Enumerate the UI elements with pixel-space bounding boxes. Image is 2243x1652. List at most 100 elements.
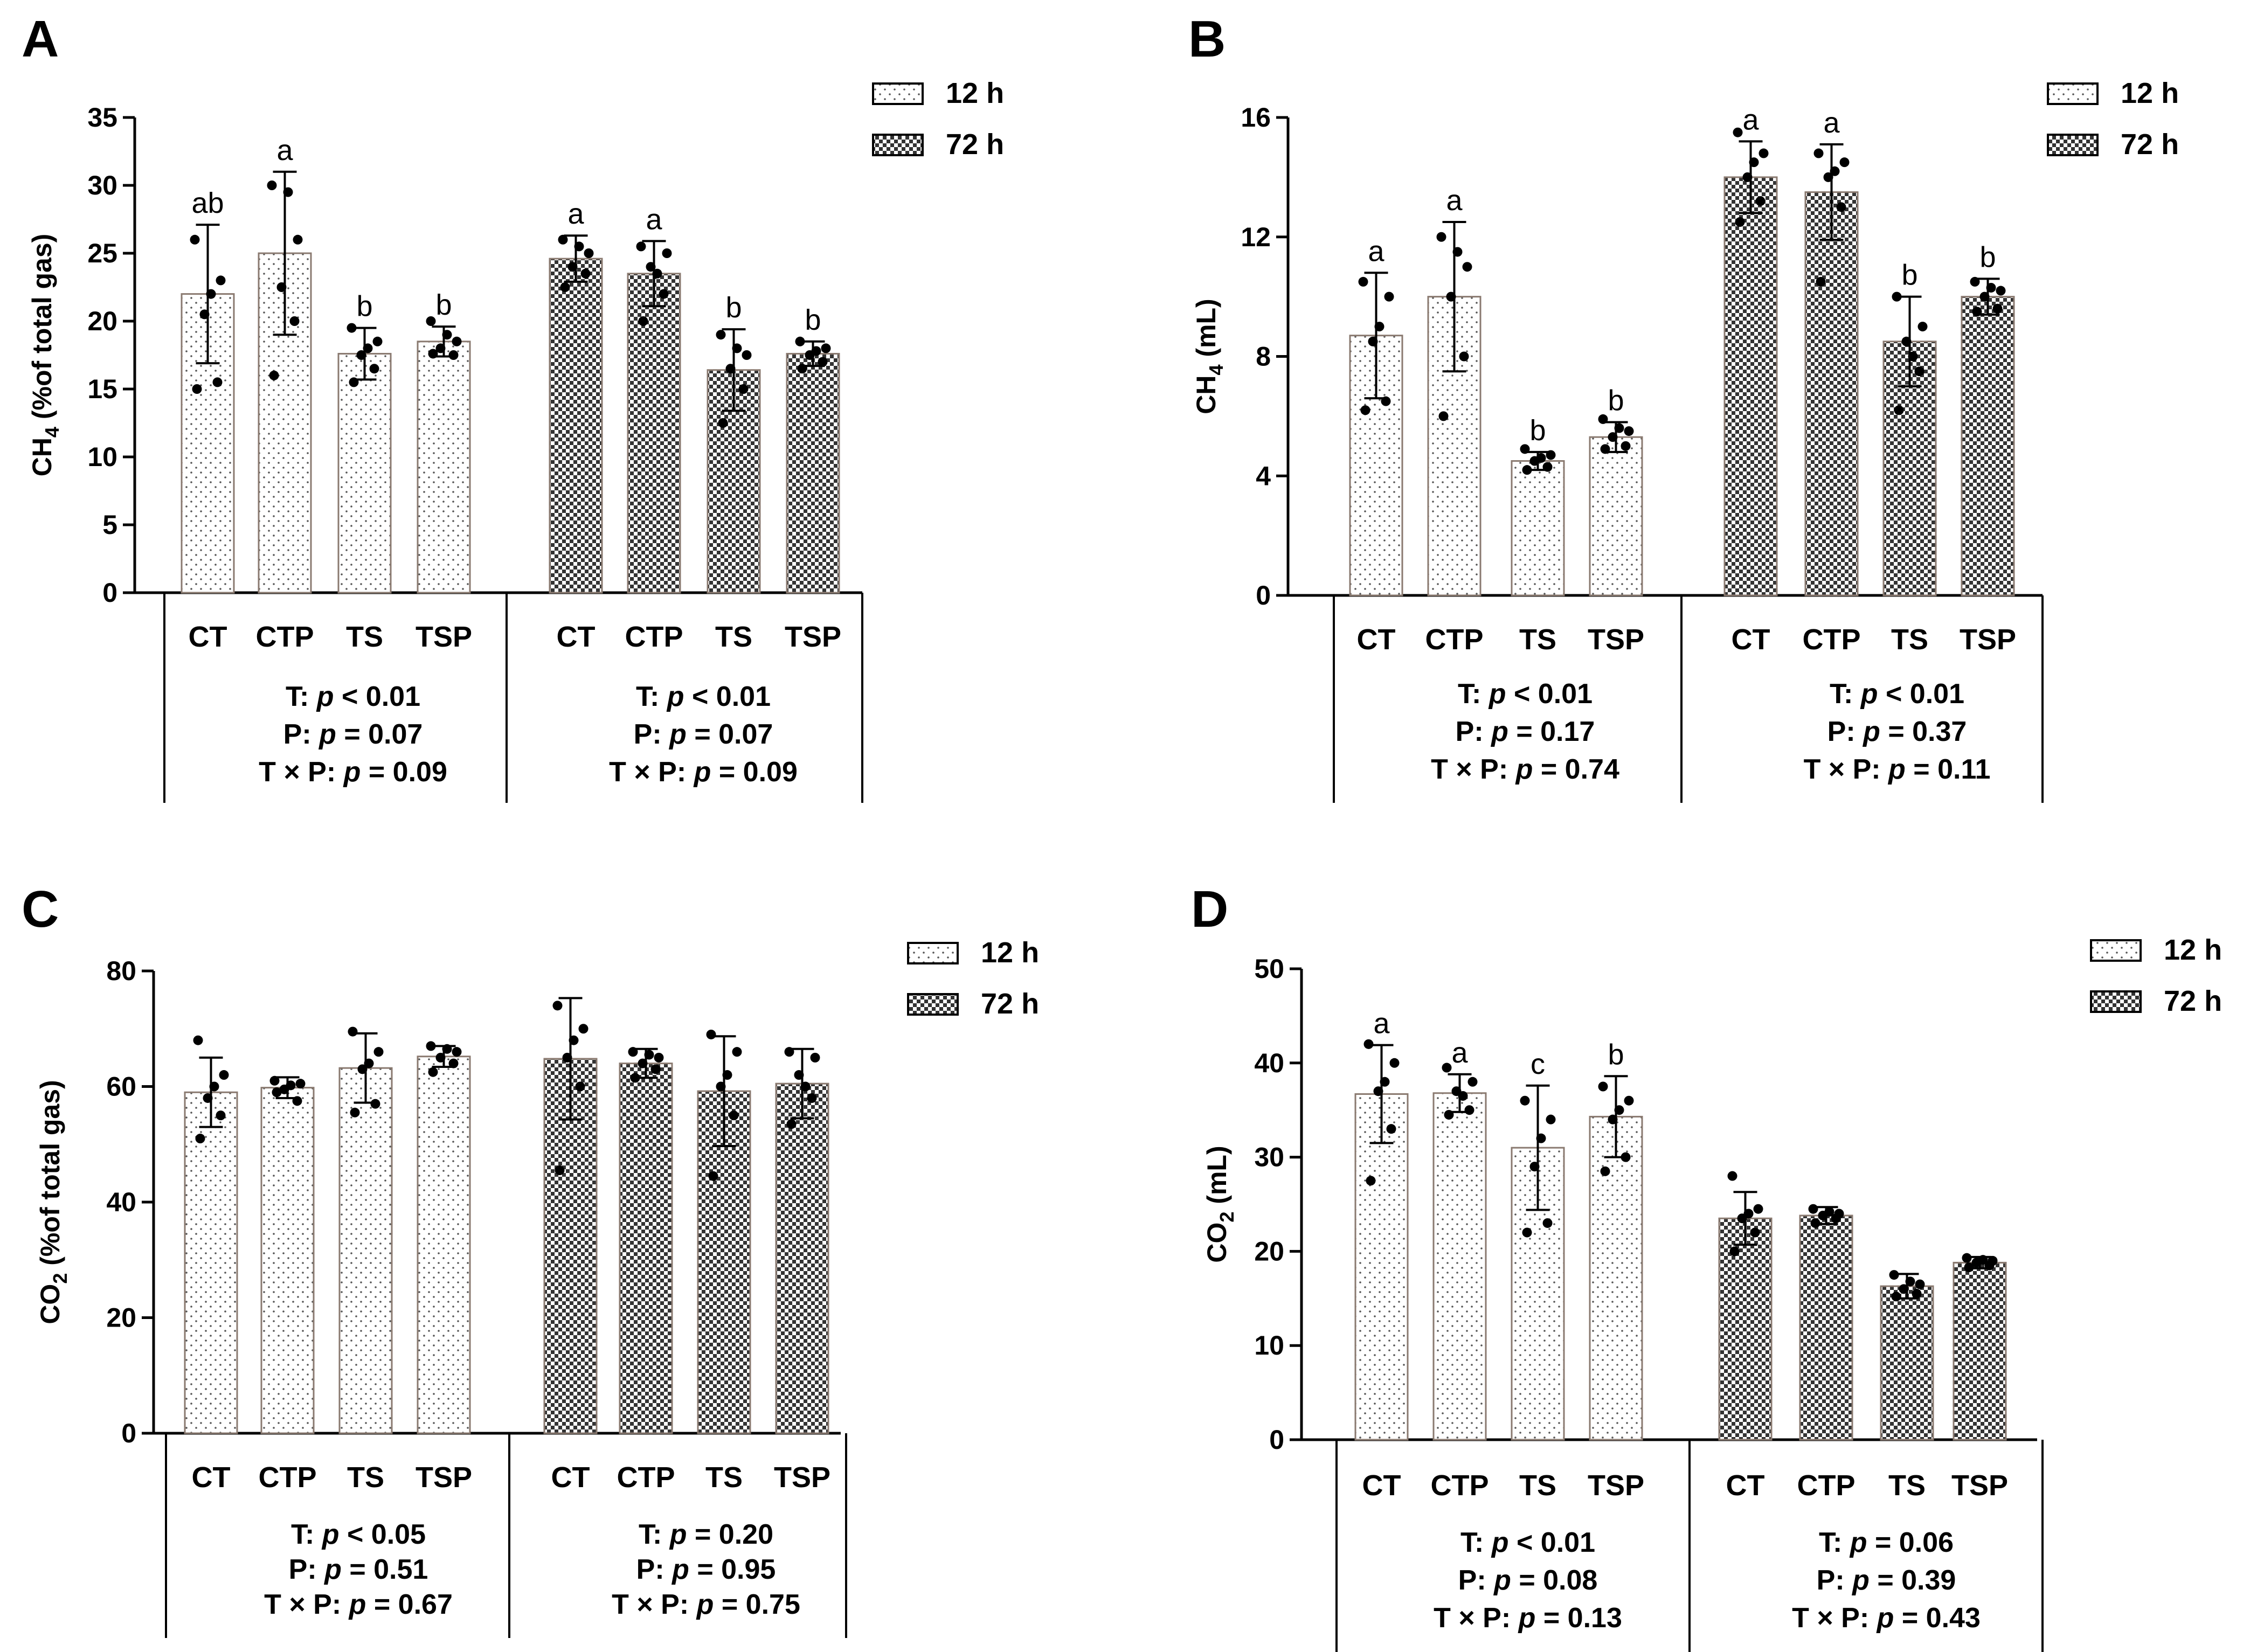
bar-12h-TSP	[1589, 1115, 1643, 1441]
stat-p: p	[1876, 1602, 1894, 1634]
data-point	[1729, 1246, 1740, 1257]
stat-line: P: p = 0.95	[636, 1554, 776, 1585]
stat-p: p	[323, 1554, 342, 1585]
data-point	[1520, 444, 1530, 454]
data-point	[1452, 247, 1463, 257]
data-point	[1624, 426, 1634, 436]
data-point	[1464, 1105, 1474, 1115]
data-point	[1978, 1255, 1988, 1265]
data-point	[1373, 1086, 1383, 1096]
data-point	[219, 1070, 229, 1080]
stat-factor: P:	[289, 1554, 324, 1585]
category-label: TS	[347, 1461, 384, 1494]
stat-p: p	[671, 1554, 689, 1585]
y-tick-label: 50	[1254, 954, 1284, 984]
data-point	[1384, 291, 1394, 302]
bar-72h-TS	[1880, 1285, 1934, 1441]
data-point	[807, 1093, 817, 1103]
data-point	[708, 1171, 718, 1181]
data-point	[428, 1067, 438, 1077]
data-point	[1992, 303, 2003, 314]
y-tick-label: 15	[87, 374, 117, 404]
bar-12h-CT	[1354, 1093, 1409, 1441]
bar-72h-CTP	[1804, 191, 1859, 596]
category-label: TS	[346, 621, 383, 653]
data-point	[1824, 1206, 1834, 1217]
stat-line: T × P: p = 0.67	[264, 1589, 453, 1620]
data-point	[448, 350, 459, 360]
data-point	[1467, 1077, 1478, 1087]
data-point	[286, 1080, 296, 1091]
significance-letter: b	[1979, 241, 1996, 273]
data-point	[1458, 1091, 1468, 1101]
stat-value: = 0.11	[1906, 754, 1991, 785]
data-point	[269, 1075, 280, 1086]
bar-12h-CT	[184, 1091, 238, 1434]
data-point	[1964, 1262, 1974, 1273]
category-label: CT	[557, 621, 596, 653]
data-point	[1462, 262, 1472, 272]
stat-line: P: p = 0.51	[289, 1554, 428, 1585]
significance-letter: b	[805, 304, 821, 336]
data-point	[654, 1052, 664, 1063]
category-label: CT	[551, 1461, 590, 1494]
data-point	[1810, 1218, 1820, 1228]
y-tick-label: 30	[87, 170, 117, 200]
stat-factor: T:	[1830, 678, 1861, 710]
data-point	[1598, 1081, 1608, 1092]
data-point	[347, 323, 357, 333]
stat-line: T: p < 0.01	[1460, 1527, 1595, 1558]
y-axis-label-rest: (%of total gas)	[35, 1080, 65, 1273]
stat-line: P: p = 0.39	[1817, 1565, 1956, 1596]
stat-value: = 0.37	[1880, 716, 1967, 747]
significance-letter: a	[1823, 107, 1840, 139]
category-label: TSP	[1588, 1469, 1644, 1502]
data-point	[1894, 405, 1904, 415]
stat-factor: T:	[1819, 1527, 1850, 1558]
stat-p: p	[693, 756, 711, 788]
y-axis-label-subscript: 4	[1205, 364, 1227, 375]
data-point	[1743, 1209, 1754, 1219]
category-label: CT	[1362, 1469, 1401, 1502]
bar-72h-CTP	[627, 273, 681, 594]
data-point	[452, 1047, 462, 1057]
stat-p: p	[348, 1589, 366, 1620]
y-tick-label: 12	[1241, 222, 1271, 252]
category-label: TSP	[785, 621, 841, 653]
stat-factor: P:	[1458, 1565, 1494, 1596]
y-axis-label-subscript: 2	[1216, 1212, 1238, 1223]
bar-72h-TSP	[786, 352, 840, 594]
data-point	[1442, 1063, 1452, 1073]
stat-value: = 0.95	[689, 1554, 776, 1585]
y-axis-label-rest: (%of total gas)	[27, 234, 57, 427]
significance-letter: b	[1608, 384, 1624, 417]
significance-letter: b	[1529, 414, 1546, 447]
data-point	[1891, 1292, 1901, 1302]
data-point	[1986, 282, 1996, 293]
category-label: CTP	[625, 621, 683, 653]
data-point	[1917, 322, 1928, 332]
stat-line: T: p < 0.01	[286, 681, 420, 712]
data-point	[1759, 148, 1769, 158]
data-point	[426, 316, 436, 326]
bar-72h-CTP	[1799, 1214, 1853, 1441]
data-point	[1996, 286, 2006, 296]
stat-value: < 0.01	[684, 681, 771, 712]
category-label: TSP	[1588, 623, 1644, 656]
bar-72h-CTP	[619, 1063, 673, 1434]
data-point	[1970, 276, 1980, 287]
data-point	[1914, 366, 1924, 377]
data-point	[732, 1047, 742, 1057]
data-point	[428, 349, 438, 359]
data-point	[267, 181, 277, 190]
data-point	[732, 343, 742, 353]
category-label: TS	[1891, 623, 1928, 656]
stat-factor: P:	[283, 719, 319, 750]
data-point	[1755, 196, 1766, 206]
data-point	[1529, 1162, 1540, 1172]
data-point	[192, 384, 202, 394]
stat-value: = 0.07	[687, 719, 773, 750]
legend-swatch	[907, 942, 959, 964]
y-tick-label: 0	[1269, 1425, 1284, 1455]
